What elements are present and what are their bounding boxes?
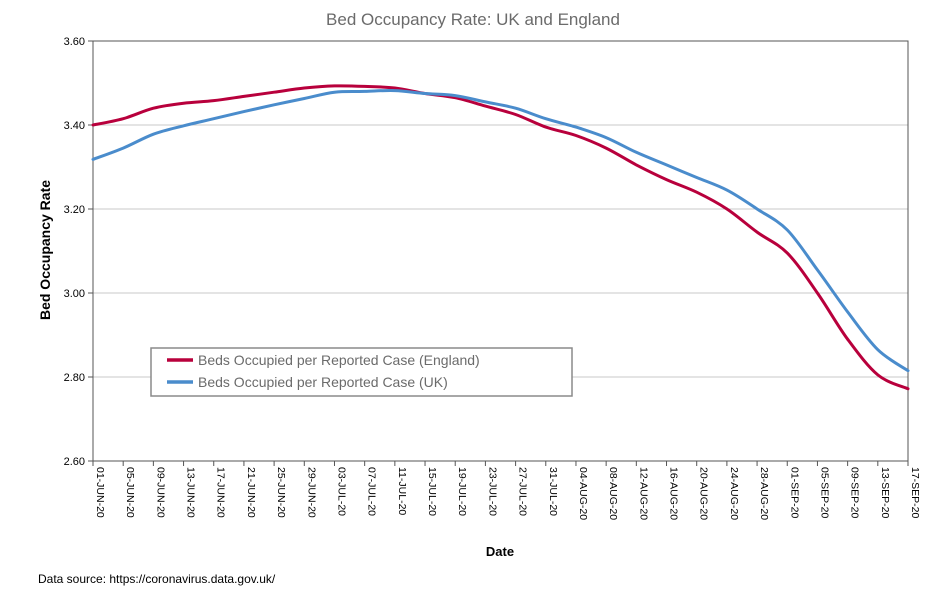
x-tick-label: 07-JUL-20 xyxy=(366,467,378,516)
y-axis-label: Bed Occupancy Rate xyxy=(37,180,53,320)
x-tick-label: 09-SEP-20 xyxy=(849,467,861,519)
y-tick-label: 3.40 xyxy=(64,120,85,132)
x-axis-ticks: 01-JUN-20 05-JUN-20 09-JUN-20 13-JUN-20 17-J… xyxy=(92,461,921,520)
data-source: Data source: https://coronavirus.data.go… xyxy=(38,572,276,586)
x-tick-label: 17-SEP-20 xyxy=(909,467,921,519)
y-tick-label: 3.00 xyxy=(64,288,85,300)
y-tick-label: 2.80 xyxy=(64,372,85,384)
x-tick-label: 24-AUG-20 xyxy=(728,467,740,520)
x-tick-label: 11-JUL-20 xyxy=(396,467,408,515)
x-tick-label: 25-JUN-20 xyxy=(275,467,287,518)
x-tick-label: 29-JUN-20 xyxy=(305,467,317,518)
x-tick-label: 13-SEP-20 xyxy=(879,467,891,519)
x-tick-label: 01-JUN-20 xyxy=(94,467,106,518)
legend: Beds Occupied per Reported Case (England… xyxy=(150,347,573,397)
x-tick-label: 28-AUG-20 xyxy=(758,467,770,520)
y-axis-ticks: 2.60 2.80 3.00 3.20 3.40 3.60 xyxy=(64,36,93,468)
x-tick-label: 19-JUL-20 xyxy=(456,467,468,516)
x-tick-label: 03-JUL-20 xyxy=(335,467,347,516)
x-tick-label: 01-SEP-20 xyxy=(788,467,800,519)
x-tick-label: 21-JUN-20 xyxy=(245,467,257,518)
x-tick-label: 20-AUG-20 xyxy=(698,467,710,520)
x-tick-label: 09-JUN-20 xyxy=(154,467,166,518)
x-tick-label: 13-JUN-20 xyxy=(185,467,197,518)
x-tick-label: 16-AUG-20 xyxy=(668,467,680,520)
x-tick-label: 15-JUL-20 xyxy=(426,467,438,516)
legend-box xyxy=(150,347,573,397)
series-line-uk xyxy=(91,89,910,373)
y-tick-label: 2.60 xyxy=(64,456,85,468)
x-tick-label: 17-JUN-20 xyxy=(215,467,227,518)
chart-title: Bed Occupancy Rate: UK and England xyxy=(326,10,620,29)
y-tick-label: 3.20 xyxy=(64,204,85,216)
x-tick-label: 08-AUG-20 xyxy=(607,467,619,520)
series-lines xyxy=(91,84,910,391)
x-tick-label: 05-JUN-20 xyxy=(124,467,136,518)
x-tick-label: 31-JUL-20 xyxy=(547,467,559,516)
y-tick-label: 3.60 xyxy=(64,36,85,48)
x-tick-label: 23-JUL-20 xyxy=(486,467,498,516)
x-tick-label: 05-SEP-20 xyxy=(818,467,830,519)
x-tick-label: 12-AUG-20 xyxy=(637,467,649,520)
plot-frame xyxy=(92,40,909,462)
series-line-england xyxy=(91,84,910,391)
x-tick-label: 27-JUL-20 xyxy=(517,467,529,516)
legend-label: Beds Occupied per Reported Case (UK) xyxy=(198,374,448,390)
x-tick-label: 04-AUG-20 xyxy=(577,467,589,520)
legend-label: Beds Occupied per Reported Case (England… xyxy=(198,352,480,368)
x-axis-label: Date xyxy=(486,544,514,559)
